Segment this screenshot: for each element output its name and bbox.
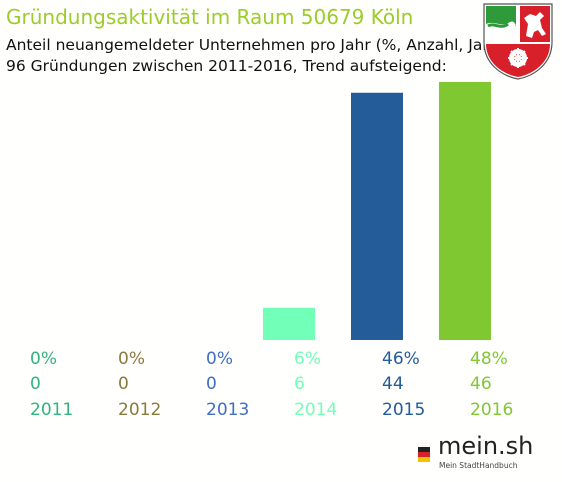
percent-label-2014: 6%	[294, 349, 321, 369]
percent-label-2016: 48%	[470, 349, 508, 369]
page-title: Gründungsaktivität im Raum 50679 Köln	[6, 5, 414, 29]
year-label-2011: 2011	[30, 400, 73, 420]
logo-wordmark: mein.sh	[438, 432, 534, 460]
percent-label-2015: 46%	[382, 349, 420, 369]
count-label-2013: 0	[206, 374, 217, 394]
year-label-2015: 2015	[382, 400, 425, 420]
percent-label-2011: 0%	[30, 349, 57, 369]
bar-2014	[263, 307, 315, 340]
germany-map-icon	[418, 447, 430, 462]
count-label-2015: 44	[382, 374, 404, 394]
bar-2016	[439, 82, 491, 340]
count-label-2014: 6	[294, 374, 305, 394]
nrw-coat-of-arms-icon	[483, 3, 553, 80]
count-label-2011: 0	[30, 374, 41, 394]
chart-subtitle-line-1: Anteil neuangemeldeter Unternehmen pro J…	[6, 36, 505, 54]
count-label-2016: 46	[470, 374, 492, 394]
logo-tagline: Mein StadtHandbuch	[439, 461, 518, 470]
count-label-2012: 0	[118, 374, 129, 394]
year-label-2013: 2013	[206, 400, 249, 420]
percent-label-2013: 0%	[206, 349, 233, 369]
percent-label-2012: 0%	[118, 349, 145, 369]
bar-2015	[351, 92, 403, 340]
chart-subtitle-line-2: 96 Gründungen zwischen 2011-2016, Trend …	[6, 57, 447, 75]
mein-sh-logo[interactable]: mein.sh Mein StadtHandbuch	[412, 430, 534, 476]
year-label-2014: 2014	[294, 400, 337, 420]
year-label-2016: 2016	[470, 400, 513, 420]
year-label-2012: 2012	[118, 400, 161, 420]
